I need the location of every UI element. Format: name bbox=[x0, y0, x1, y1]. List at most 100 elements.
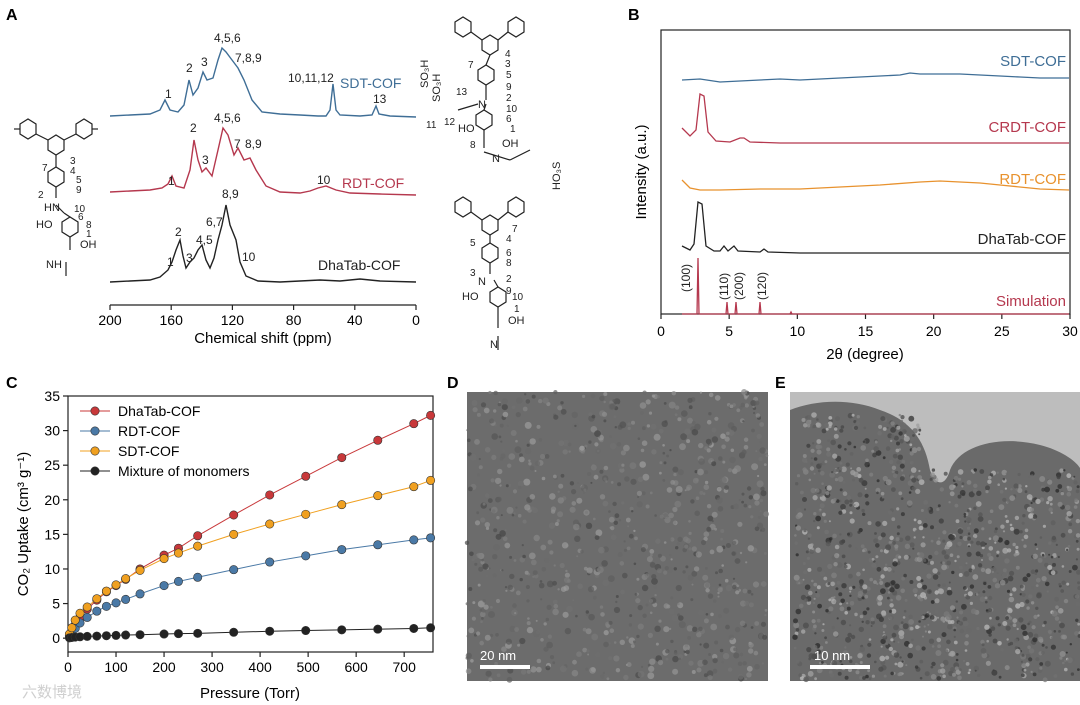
tem-d-grain bbox=[637, 604, 643, 611]
tem-e-grain bbox=[959, 535, 963, 540]
tem-d-grain bbox=[498, 435, 502, 439]
tem-d-grain bbox=[670, 596, 674, 600]
tem-d-grain bbox=[684, 428, 691, 435]
tem-d-grain bbox=[599, 605, 604, 609]
tem-e-grain bbox=[981, 527, 985, 531]
co2-point-mixture-of-monomers bbox=[426, 623, 436, 633]
tem-e-grain bbox=[972, 533, 978, 539]
tem-e-grain bbox=[1028, 657, 1033, 662]
tem-e-grain bbox=[916, 582, 923, 589]
tem-d-grain bbox=[560, 401, 564, 405]
tem-e-grain bbox=[1021, 653, 1025, 657]
tem-e-grain bbox=[1065, 651, 1068, 654]
nmr-x-tick-label: 120 bbox=[221, 312, 245, 328]
nmr-spectrum-dhatab-cof bbox=[109, 204, 417, 283]
tem-e-grain bbox=[821, 482, 824, 486]
tem-d-grain bbox=[740, 402, 746, 408]
tem-d-grain bbox=[690, 499, 695, 504]
tem-e-grain bbox=[942, 530, 947, 535]
tem-d-grain bbox=[665, 649, 670, 654]
tem-e-grain bbox=[1050, 555, 1054, 559]
tem-d-grain bbox=[654, 625, 661, 632]
tem-d-grain bbox=[620, 589, 625, 595]
xrd-label-rdt-cof: RDT-COF bbox=[999, 171, 1066, 188]
tem-e-grain bbox=[1017, 487, 1023, 493]
tem-e-grain bbox=[887, 422, 890, 425]
tem-e-grain bbox=[834, 544, 840, 550]
tem-d-grain bbox=[613, 415, 617, 419]
tem-e-grain bbox=[853, 445, 857, 449]
co2-legend-label: RDT-COF bbox=[118, 423, 180, 439]
tem-e-grain bbox=[966, 480, 972, 485]
tem-e-grain bbox=[953, 635, 956, 639]
co2-point-rdt-cof bbox=[135, 589, 145, 599]
tem-d-grain bbox=[538, 582, 545, 589]
tem-e-grain bbox=[798, 673, 803, 677]
tem-e-grain bbox=[1055, 605, 1059, 609]
tem-e-grain bbox=[813, 597, 816, 600]
tem-e-grain bbox=[867, 642, 872, 647]
xrd-pattern-rdt-cof bbox=[681, 179, 1070, 191]
tem-d-grain bbox=[591, 414, 596, 419]
tem-e-grain bbox=[1009, 570, 1015, 576]
tem-d-grain bbox=[532, 507, 538, 514]
tem-e-grain bbox=[1050, 636, 1053, 639]
tem-e-grain bbox=[1013, 638, 1019, 643]
tem-d-grain bbox=[669, 627, 672, 631]
tem-d-grain bbox=[539, 453, 546, 460]
tem-e-grain bbox=[814, 677, 817, 681]
tem-e-grain bbox=[857, 492, 863, 498]
rdt-peak-10: 10 bbox=[317, 173, 331, 187]
tem-d-grain bbox=[757, 474, 760, 478]
tem-e-grain bbox=[887, 596, 890, 600]
svg-text:10: 10 bbox=[512, 292, 524, 303]
tem-e-grain bbox=[1059, 656, 1063, 660]
tem-e-grain bbox=[1072, 564, 1078, 571]
tem-e-grain bbox=[811, 547, 814, 551]
co2-y-tick-label: 25 bbox=[44, 457, 60, 473]
tem-d-grain bbox=[516, 397, 523, 404]
tem-e-grain bbox=[1035, 584, 1039, 587]
co2-point-mixture-of-monomers bbox=[82, 631, 92, 641]
tem-d-grain bbox=[691, 570, 698, 577]
tem-e-grain bbox=[827, 582, 831, 586]
tem-e-grain bbox=[1046, 501, 1050, 505]
tem-e-grain bbox=[967, 532, 971, 535]
tem-d-grain bbox=[476, 552, 483, 559]
tem-d-grain bbox=[738, 499, 741, 502]
tem-e-grain bbox=[932, 574, 939, 580]
tem-d-grain bbox=[477, 583, 481, 587]
tem-d-grain bbox=[727, 667, 733, 672]
tem-e-grain bbox=[885, 544, 892, 551]
tem-e-grain bbox=[874, 532, 877, 535]
nmr-x-tick-label: 160 bbox=[160, 312, 184, 328]
tem-d-grain bbox=[487, 498, 493, 503]
tem-e-grain bbox=[1025, 485, 1028, 488]
tem-d-grain bbox=[763, 511, 770, 517]
tem-d-grain bbox=[736, 408, 741, 413]
tem-e-grain bbox=[1006, 500, 1012, 505]
tem-e-grain bbox=[835, 587, 839, 591]
tem-e-grain bbox=[875, 450, 882, 456]
tem-e-grain bbox=[815, 488, 820, 493]
tem-d-grain bbox=[609, 628, 615, 633]
tem-e-grain bbox=[1004, 558, 1010, 564]
svg-text:OH: OH bbox=[80, 239, 97, 251]
tem-d-grain bbox=[717, 587, 723, 593]
tem-e-grain bbox=[818, 445, 823, 449]
scale-bar-e-label: 10 nm bbox=[814, 648, 850, 663]
tem-e-grain bbox=[861, 508, 865, 513]
tem-e-grain bbox=[853, 504, 856, 506]
tem-e-grain bbox=[961, 603, 967, 610]
tem-d-grain bbox=[609, 443, 617, 450]
tem-d-grain bbox=[674, 413, 678, 417]
tem-e-grain bbox=[866, 653, 872, 658]
panel-e-letter: E bbox=[775, 375, 786, 392]
tem-d-grain bbox=[722, 652, 730, 660]
tem-e-grain bbox=[804, 598, 808, 603]
tem-d-grain bbox=[661, 420, 668, 427]
tem-e-grain bbox=[893, 640, 896, 643]
tem-d-grain bbox=[676, 542, 680, 546]
tem-e-grain bbox=[862, 440, 866, 443]
